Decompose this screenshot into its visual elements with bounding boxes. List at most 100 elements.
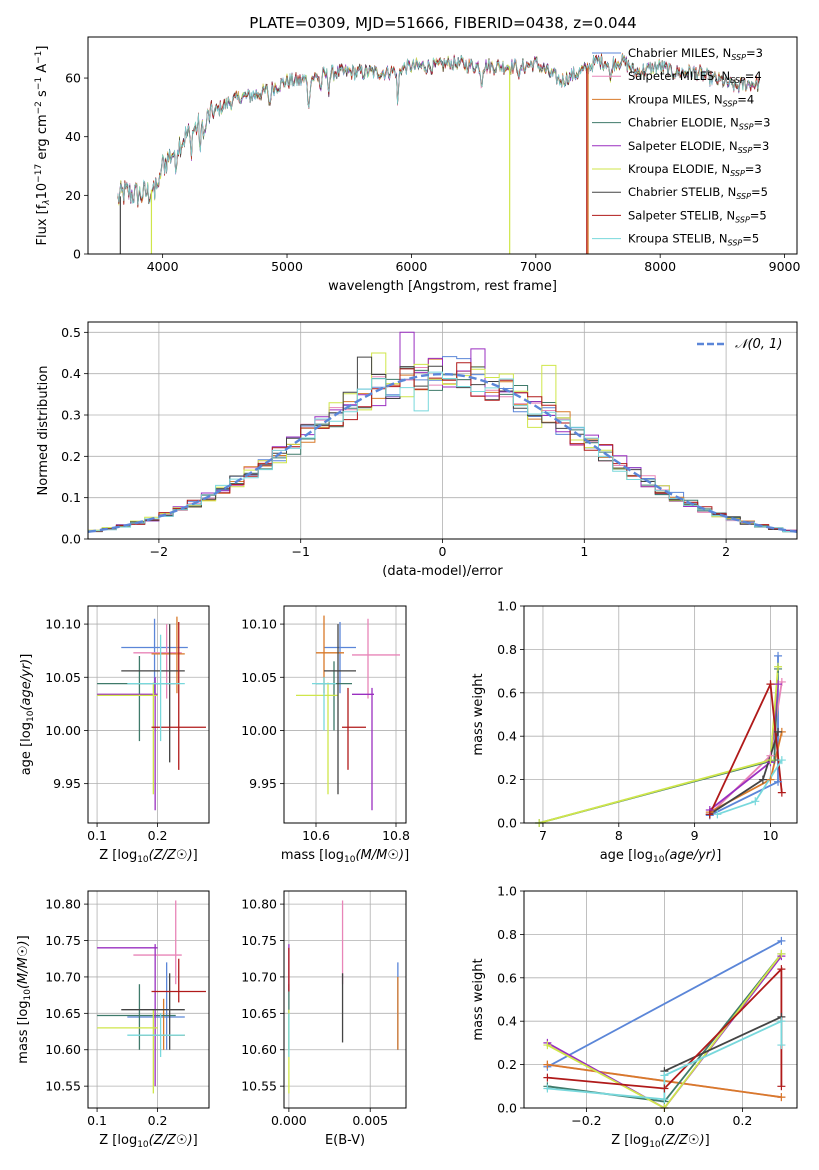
y-tick-label: 0.8 bbox=[497, 927, 517, 942]
weight-marker bbox=[660, 1071, 669, 1080]
panel-mass-weight-vs-Z: −0.2 0.0 0.2 0.0 0.2 0.4 0.6 0.8 1.0 Z [log10(Z/Z… bbox=[471, 884, 798, 1150]
plot-area bbox=[97, 616, 206, 811]
axes-frame bbox=[523, 890, 798, 1109]
y-tick-label: 10.60 bbox=[45, 1042, 81, 1057]
weight-marker bbox=[543, 1084, 552, 1093]
y-tick-label: 10.00 bbox=[45, 723, 81, 738]
weight-line bbox=[546, 953, 783, 1108]
legend-label: Chabrier STELIB, NSSP=5 bbox=[628, 185, 768, 201]
y-tick-label: 0.6 bbox=[497, 970, 517, 985]
y-axis-label: Flux [fλ10−17 erg cm−2 s−1 A−1] bbox=[34, 46, 52, 246]
weight-marker bbox=[660, 1095, 669, 1104]
weight-marker bbox=[774, 662, 783, 671]
y-tick-label: 0.8 bbox=[497, 642, 517, 657]
weight-marker bbox=[774, 777, 783, 786]
axes-frame bbox=[87, 36, 798, 255]
panel-mass-weight-vs-age: 7 8 9 10 0.0 0.2 0.4 0.6 0.8 1.0 age [log10(age/yr… bbox=[471, 599, 798, 865]
y-tick-label: 0.6 bbox=[497, 685, 517, 700]
overlay bbox=[543, 936, 786, 1112]
legend-label: Kroupa MILES, NSSP=4 bbox=[628, 92, 754, 108]
plot-area bbox=[288, 900, 399, 1094]
weight-marker bbox=[777, 1041, 786, 1050]
x-axis-label: Z [log10(Z/Z☉)] bbox=[611, 1133, 709, 1150]
y-axis-label: age [log10(age/yr)] bbox=[19, 654, 36, 776]
y-axis-label: mass [log10(M/M☉)] bbox=[16, 935, 33, 1063]
weight-marker bbox=[777, 788, 786, 797]
weight-marker bbox=[705, 810, 714, 819]
weight-marker bbox=[777, 1082, 786, 1091]
x-tick-label: 1 bbox=[580, 544, 588, 559]
weight-marker bbox=[766, 756, 775, 765]
y-tick-label: 0.3 bbox=[61, 408, 81, 423]
y-tick-label: 0.0 bbox=[497, 1101, 517, 1116]
y-tick-label: 10.00 bbox=[241, 723, 277, 738]
x-tick-label: 0.2 bbox=[732, 1113, 752, 1128]
x-tick-label: 5000 bbox=[271, 259, 303, 274]
x-tick-label: 6000 bbox=[395, 259, 427, 274]
weight-line bbox=[664, 1016, 782, 1072]
y-tick-label: 9.95 bbox=[53, 776, 81, 791]
y-tick-label: 20 bbox=[65, 188, 81, 203]
y-tick-label: 0.2 bbox=[497, 1057, 517, 1072]
panel-residuals: 𝒩(0, 1) −2 −1 0 1 2 0.0 0.1 0.2 0.3 0.4 0.5 (data-mo… bbox=[36, 321, 798, 579]
y-tick-label: 10.70 bbox=[45, 969, 81, 984]
x-tick-label: 8 bbox=[615, 828, 623, 843]
x-tick-label: 0.1 bbox=[87, 1113, 107, 1128]
axes-frame bbox=[283, 605, 407, 824]
overlay bbox=[535, 651, 786, 827]
axes-frame bbox=[87, 605, 210, 824]
x-axis-label: (data-model)/error bbox=[382, 564, 503, 579]
y-tick-label: 10.05 bbox=[241, 670, 277, 685]
y-tick-label: 10.65 bbox=[241, 1006, 277, 1021]
x-tick-label: 7000 bbox=[520, 259, 552, 274]
x-tick-label: 8000 bbox=[644, 259, 676, 274]
x-tick-label: −0.2 bbox=[571, 1113, 601, 1128]
axes-frame bbox=[87, 890, 210, 1109]
axes-frame bbox=[523, 605, 798, 824]
y-axis-label: mass weight bbox=[471, 958, 486, 1040]
y-tick-label: 10.55 bbox=[45, 1079, 81, 1094]
legend-label: Salpeter STELIB, NSSP=5 bbox=[628, 208, 767, 224]
x-axis-label: Z [log10(Z/Z☉)] bbox=[99, 848, 197, 865]
overlay: Chabrier MILES, NSSP=3 Salpeter MILES, NS… bbox=[592, 46, 770, 248]
x-tick-label: −1 bbox=[291, 544, 309, 559]
y-tick-label: 10.75 bbox=[45, 933, 81, 948]
figure-title: PLATE=0309, MJD=51666, FIBERID=0438, z=0… bbox=[249, 14, 636, 32]
legend-label: Salpeter MILES, NSSP=4 bbox=[628, 69, 762, 85]
y-tick-label: 10.75 bbox=[241, 933, 277, 948]
weight-line bbox=[546, 940, 782, 1068]
panel-age-vs-Z: 0.1 0.2 9.95 10.00 10.05 10.10 Z [log10(Z/Z☉)]… bbox=[19, 605, 210, 865]
x-tick-label: −2 bbox=[150, 544, 168, 559]
y-tick-label: 40 bbox=[65, 129, 81, 144]
x-tick-label: 0.2 bbox=[148, 1113, 168, 1128]
legend-label: 𝒩(0, 1) bbox=[735, 337, 782, 352]
y-axis-label: mass weight bbox=[471, 673, 486, 755]
x-tick-label: 9000 bbox=[769, 259, 801, 274]
x-tick-label: 10.8 bbox=[382, 828, 410, 843]
weight-marker bbox=[777, 965, 786, 974]
x-axis-label: wavelength [Angstrom, rest frame] bbox=[328, 279, 557, 294]
x-tick-label: 4000 bbox=[147, 259, 179, 274]
legend: Chabrier MILES, NSSP=3 Salpeter MILES, NS… bbox=[592, 46, 770, 248]
weight-marker bbox=[777, 936, 786, 945]
plot-area bbox=[538, 655, 783, 823]
panel-mass-vs-Z: 0.1 0.2 10.55 10.60 10.65 10.70 10.75 10.80 Z [l… bbox=[16, 890, 210, 1150]
x-tick-label: 10.6 bbox=[302, 828, 330, 843]
weight-marker bbox=[766, 680, 775, 689]
weight-marker bbox=[543, 1073, 552, 1082]
y-tick-label: 10.60 bbox=[241, 1042, 277, 1057]
weight-marker bbox=[774, 727, 783, 736]
x-tick-label: 2 bbox=[722, 544, 730, 559]
x-tick-label: 10 bbox=[763, 828, 779, 843]
y-tick-label: 10.80 bbox=[241, 897, 277, 912]
weight-marker bbox=[660, 1084, 669, 1093]
weight-marker bbox=[774, 680, 783, 689]
y-tick-label: 0.4 bbox=[497, 729, 517, 744]
x-tick-label: 0.1 bbox=[87, 828, 107, 843]
overlay: 𝒩(0, 1) bbox=[697, 337, 782, 352]
weight-marker bbox=[774, 651, 783, 660]
panel-spectrum: Chabrier MILES, NSSP=3 Salpeter MILES, NS… bbox=[34, 36, 801, 294]
x-tick-label: 0 bbox=[439, 544, 447, 559]
y-tick-label: 10.55 bbox=[241, 1079, 277, 1094]
weight-marker bbox=[751, 797, 760, 806]
